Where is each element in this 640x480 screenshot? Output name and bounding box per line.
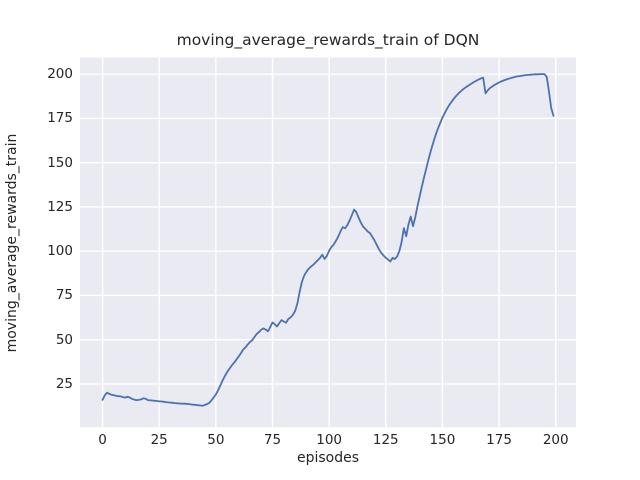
y-tick-label: 100 — [47, 243, 73, 260]
x-tick-label: 0 — [98, 432, 107, 448]
y-tick-label: 125 — [47, 198, 73, 215]
x-tick-label: 175 — [486, 432, 512, 448]
x-tick-label: 150 — [429, 432, 456, 448]
y-tick-label: 75 — [55, 287, 73, 304]
x-tick-label: 125 — [372, 432, 399, 448]
y-tick-label: 25 — [55, 375, 73, 392]
y-tick-label: 150 — [47, 154, 73, 171]
reward-line — [101, 73, 555, 407]
y-tick-label: 175 — [47, 110, 73, 127]
y-tick-label: 200 — [47, 66, 73, 83]
x-tick-label: 75 — [263, 432, 282, 448]
x-tick-label: 100 — [316, 432, 343, 448]
x-tick-label: 200 — [542, 432, 569, 448]
x-tick-label: 25 — [150, 432, 168, 448]
y-tick-label: 50 — [55, 331, 73, 348]
x-axis-label: episodes — [296, 450, 360, 466]
x-tick-label: 50 — [207, 432, 225, 448]
plot-area — [80, 57, 576, 428]
y-axis-label: moving_average_rewards_train — [4, 133, 20, 353]
chart-title: moving_average_rewards_train of DQN — [176, 31, 480, 49]
